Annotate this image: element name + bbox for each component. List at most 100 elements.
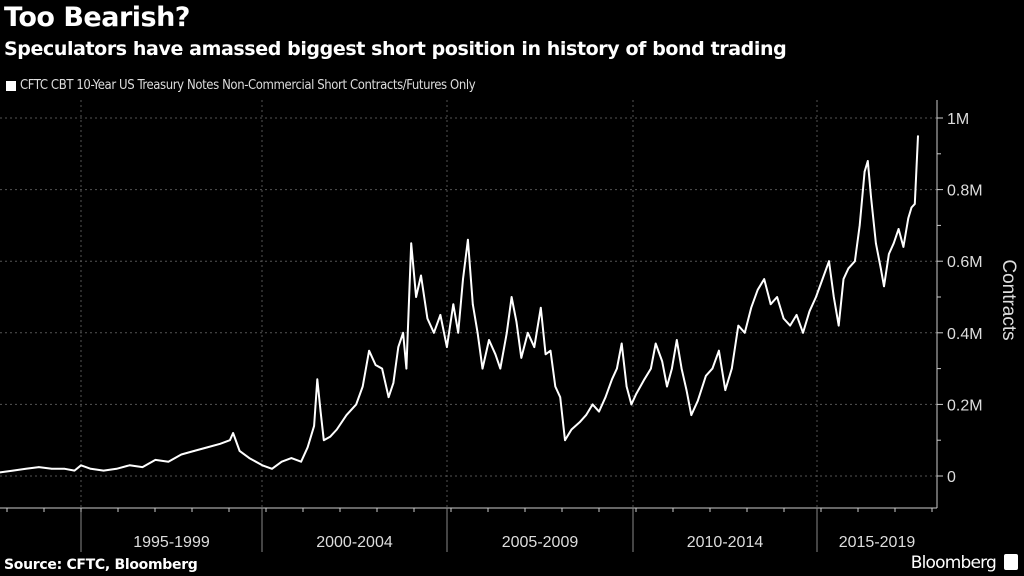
data-point: [675, 339, 678, 341]
x-category-label: 2005-2009: [502, 534, 579, 551]
data-point: [494, 353, 497, 356]
data-point: [488, 339, 490, 341]
data-point: [879, 267, 882, 270]
data-point: [917, 135, 919, 137]
data-point: [89, 468, 92, 470]
data-point: [705, 374, 707, 377]
data-point: [883, 285, 885, 288]
data-point: [661, 360, 663, 363]
y-tick-label: 0.6M: [947, 254, 983, 271]
data-point: [847, 267, 850, 270]
data-point: [280, 460, 283, 463]
data-point: [671, 367, 673, 370]
data-point: [842, 278, 845, 280]
data-point: [892, 242, 895, 245]
data-point: [374, 364, 377, 366]
data-point: [415, 296, 417, 298]
data-point: [611, 378, 613, 381]
data-point: [666, 385, 668, 388]
y-tick-label: 0.2M: [947, 397, 983, 414]
data-point: [80, 464, 82, 467]
data-point: [457, 332, 459, 334]
data-point: [471, 303, 474, 305]
data-point: [300, 460, 302, 463]
data-point: [598, 410, 600, 413]
data-point: [539, 306, 542, 309]
data-point: [290, 457, 293, 459]
data-point: [910, 206, 913, 209]
data-point: [782, 317, 785, 320]
x-category-label: 2000-2004: [316, 534, 393, 551]
data-point: [643, 378, 646, 381]
data-point: [0, 471, 1, 474]
data-point: [141, 466, 144, 468]
x-category-label: 1995-1999: [133, 534, 210, 551]
data-point: [724, 389, 727, 391]
chart-subtitle: Speculators have amassed biggest short p…: [4, 38, 787, 60]
data-point: [654, 342, 657, 345]
data-point: [446, 346, 448, 348]
data-point: [837, 324, 840, 327]
data-point: [248, 457, 251, 459]
data-point: [51, 468, 53, 470]
data-point: [533, 346, 536, 348]
data-point: [63, 468, 66, 470]
data-point: [769, 303, 772, 305]
data-point: [549, 349, 552, 352]
data-point: [355, 403, 357, 406]
data-point: [737, 324, 740, 327]
data-point: [616, 367, 618, 370]
x-category-label: 2015-2019: [839, 534, 916, 551]
data-point: [420, 274, 422, 277]
data-point: [625, 385, 628, 388]
data-point: [25, 468, 27, 470]
data-point: [397, 346, 400, 348]
data-point: [515, 321, 518, 323]
data-point: [154, 459, 157, 461]
data-point: [271, 468, 273, 470]
data-point: [870, 195, 872, 198]
data-point: [711, 367, 714, 370]
data-point: [167, 460, 170, 463]
data-point: [481, 367, 484, 370]
data-point: [467, 238, 469, 241]
data-point: [193, 450, 196, 452]
data-point: [554, 385, 557, 388]
data-point: [795, 314, 798, 316]
data-point: [439, 314, 442, 316]
data-point: [808, 310, 811, 313]
data-point: [505, 332, 508, 334]
data-point: [426, 317, 429, 320]
data-point: [462, 278, 464, 280]
legend-swatch: [6, 80, 16, 91]
data-point: [897, 228, 900, 230]
data-point: [345, 414, 348, 416]
data-point: [685, 389, 688, 391]
data-point: [907, 217, 910, 220]
data-point: [433, 332, 435, 334]
data-point: [323, 439, 325, 442]
series-line: [0, 135, 919, 474]
data-point: [261, 464, 264, 467]
data-point: [128, 464, 131, 467]
data-point: [743, 332, 746, 334]
data-point: [499, 367, 502, 370]
y-tick-label: 0.8M: [947, 183, 983, 200]
data-point: [650, 367, 652, 370]
data-point: [802, 332, 804, 334]
data-point: [559, 396, 561, 399]
data-point: [38, 466, 40, 468]
data-point: [756, 289, 759, 291]
data-point: [316, 378, 319, 381]
data-point: [476, 332, 479, 334]
chart-title: Too Bearish?: [4, 2, 190, 33]
data-point: [591, 403, 594, 406]
data-point: [888, 253, 890, 255]
data-point: [913, 203, 916, 205]
data-point: [319, 410, 322, 413]
data-point: [902, 246, 905, 248]
data-point: [361, 385, 364, 388]
y-tick-label: 0.4M: [947, 326, 983, 343]
data-point: [875, 242, 877, 245]
